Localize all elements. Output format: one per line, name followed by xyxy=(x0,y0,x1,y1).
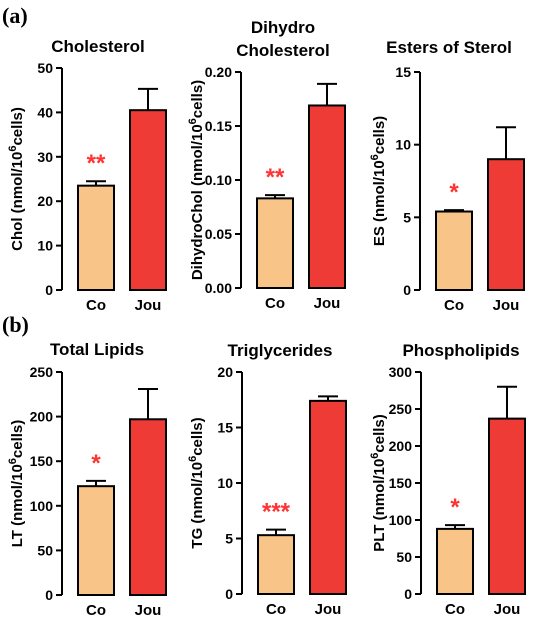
chart4-y-tick-label: 200 xyxy=(30,409,54,425)
chart1-y-label: Chol (nmol/106cells) xyxy=(7,107,26,251)
chart3-significance-stars: * xyxy=(449,179,459,206)
chart4-x-tick-label: Co xyxy=(86,602,106,619)
chart4-y-tick-label: 250 xyxy=(30,364,54,380)
chart5-y-tick-label: 10 xyxy=(217,475,233,491)
chart2-bar-co xyxy=(256,197,294,289)
chart2-title: Dihydro xyxy=(251,18,315,37)
chart3-y-tick-label: 10 xyxy=(395,137,411,153)
chart1-y-tick-label: 50 xyxy=(37,60,53,76)
chart6-y-tick-label: 100 xyxy=(389,512,413,528)
chart4-y-tick-label: 0 xyxy=(45,587,53,603)
chart6-y-tick-label: 50 xyxy=(396,549,412,565)
chart3-title: Esters of Sterol xyxy=(386,38,512,57)
chart4-y-tick-label: 50 xyxy=(37,542,53,558)
chart5-bar-jou xyxy=(309,399,347,595)
chart4-y-tick-label: 150 xyxy=(30,453,54,469)
chart4-bar-jou xyxy=(129,418,167,596)
chart4-y-label: LT (nmol/106cells) xyxy=(7,420,26,548)
chart5-significance-stars: *** xyxy=(262,499,291,526)
chart1-y-tick-label: 40 xyxy=(37,104,53,120)
panel-label-a: (a) xyxy=(2,3,28,28)
chart3-y-tick-label: 0 xyxy=(403,282,411,298)
chart5-bar-co xyxy=(257,534,295,595)
chart2-y-tick-label: 0.15 xyxy=(205,118,232,134)
chart4-bar-co xyxy=(77,485,115,596)
chart3-x-tick-label: Jou xyxy=(493,297,520,314)
chart6-x-tick-label: Jou xyxy=(494,601,521,618)
chart1-y-tick-label: 20 xyxy=(37,193,53,209)
chart5-title: Triglycerides xyxy=(228,341,333,360)
chart5-y-tick-label: 20 xyxy=(217,364,233,380)
chart3-y-tick-label: 15 xyxy=(395,64,411,80)
chart6-y-tick-label: 150 xyxy=(389,475,413,491)
chart5-y-label: TG (nmol/106cells) xyxy=(187,417,206,548)
chart1-y-tick-label: 0 xyxy=(45,282,53,298)
chart1-x-tick-label: Jou xyxy=(135,297,162,314)
chart3-y-tick-label: 5 xyxy=(403,209,411,225)
chart4-y-tick-label: 100 xyxy=(30,498,54,514)
chart4-title: Total Lipids xyxy=(50,340,144,359)
chart2-y-tick-label: 0.20 xyxy=(205,64,232,80)
chart1-y-tick-label: 10 xyxy=(37,238,53,254)
chart3-y-label: ES (nmol/106cells) xyxy=(369,116,388,246)
chart2-bar-jou xyxy=(308,104,346,290)
chart5-y-tick-label: 0 xyxy=(225,586,233,602)
chart5-x-tick-label: Jou xyxy=(315,601,342,618)
chart6-y-tick-label: 250 xyxy=(389,401,413,417)
chart2-x-tick-label: Jou xyxy=(314,295,341,312)
chart6-bar-jou xyxy=(488,417,526,595)
chart5-y-tick-label: 5 xyxy=(225,531,233,547)
chart6-bar-co xyxy=(436,527,474,596)
chart3-x-tick-label: Co xyxy=(444,297,464,314)
chart6-y-tick-label: 0 xyxy=(404,586,412,602)
chart4-x-tick-label: Jou xyxy=(135,602,162,619)
chart6-x-tick-label: Co xyxy=(445,601,465,618)
chart1-x-tick-label: Co xyxy=(86,297,106,314)
chart6-title: Phospholipids xyxy=(402,341,519,360)
panel-label-b: (b) xyxy=(2,312,29,337)
chart6-y-label: PLT (nmol/106cells) xyxy=(369,414,388,552)
chart6-y-tick-label: 300 xyxy=(389,364,413,380)
chart1-bar-co xyxy=(77,184,115,291)
chart1-bar-jou xyxy=(129,109,167,292)
chart2-title: Cholesterol xyxy=(236,41,330,60)
chart3-bar-co xyxy=(435,210,473,292)
chart3-bar-jou xyxy=(487,158,525,291)
chart2-y-tick-label: 0.05 xyxy=(205,226,232,242)
chart2-y-label: DihydroChol (nmol/106cells) xyxy=(187,80,206,280)
chart2-significance-stars: ** xyxy=(266,164,285,191)
chart6-significance-stars: * xyxy=(450,494,460,521)
chart4-significance-stars: * xyxy=(91,450,101,477)
chart1-y-tick-label: 30 xyxy=(37,149,53,165)
chart6-y-tick-label: 200 xyxy=(389,438,413,454)
chart2-y-tick-label: 0.00 xyxy=(205,280,232,296)
chart2-y-tick-label: 0.10 xyxy=(205,172,232,188)
chart5-x-tick-label: Co xyxy=(266,601,286,618)
chart1-title: Cholesterol xyxy=(51,37,145,56)
chart2-x-tick-label: Co xyxy=(265,295,285,312)
chart1-significance-stars: ** xyxy=(87,150,106,177)
chart5-y-tick-label: 15 xyxy=(217,420,233,436)
